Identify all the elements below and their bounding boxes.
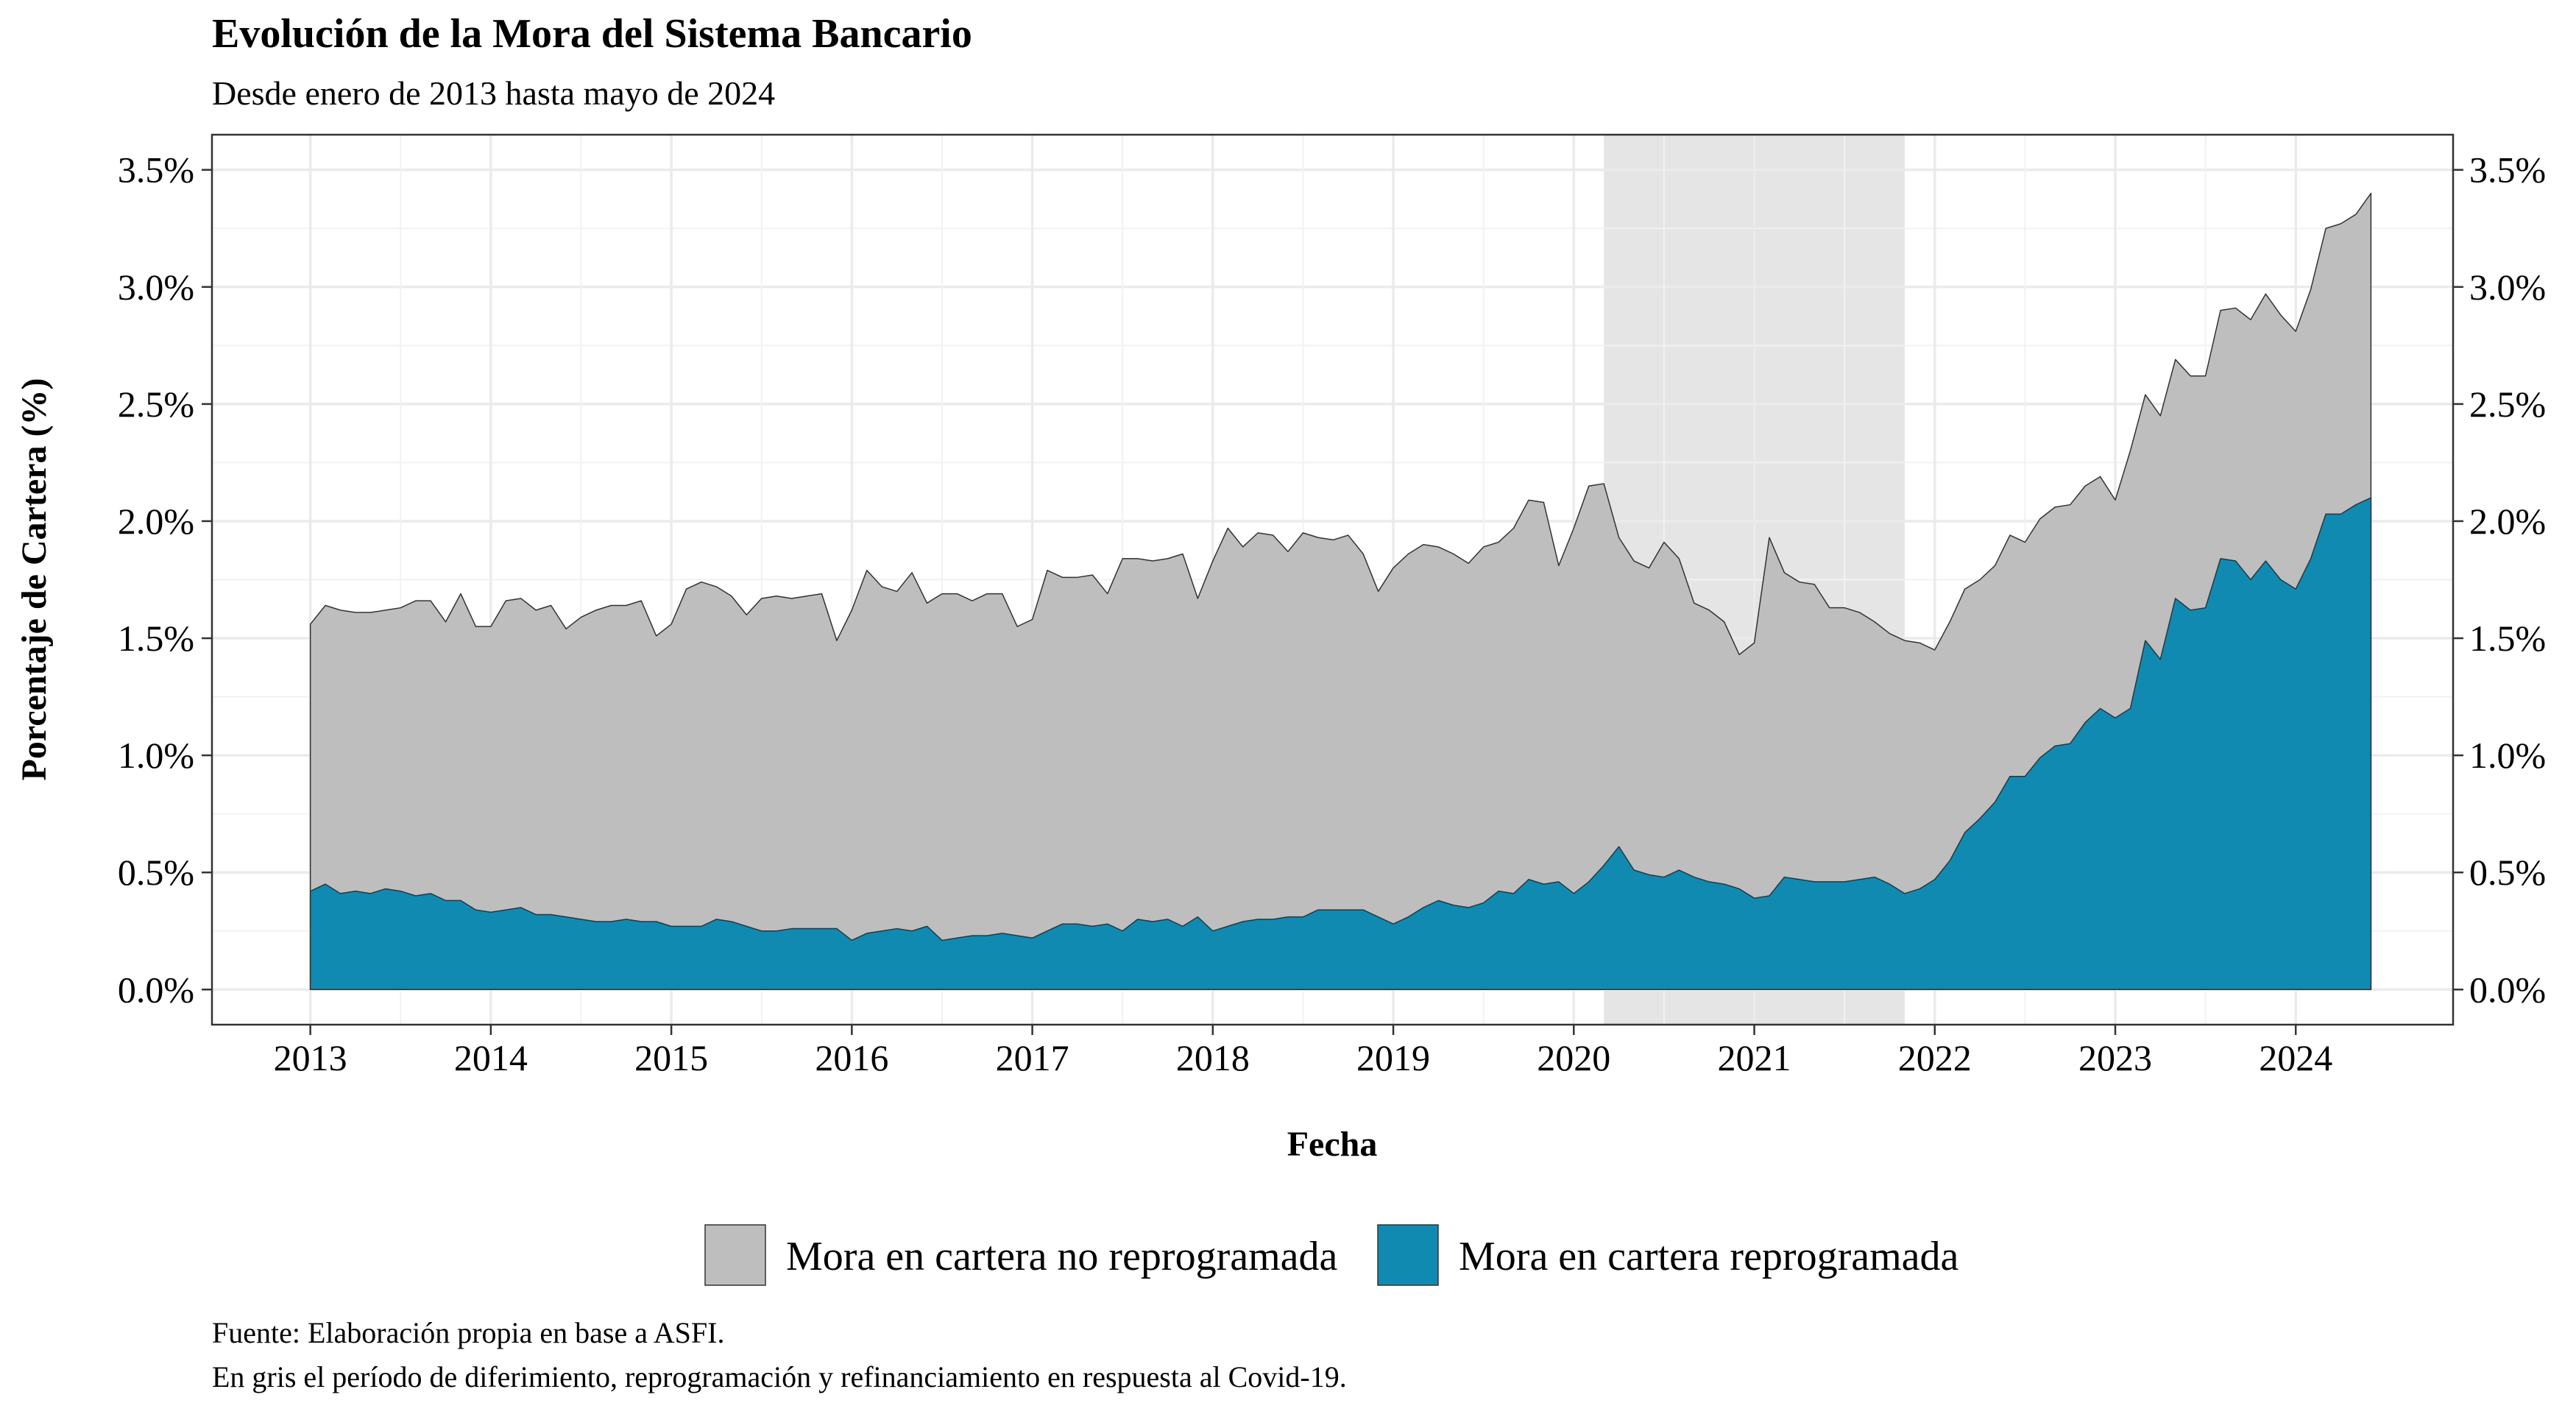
x-tick-label: 2015 [634, 1037, 708, 1078]
y-tick-label: 0.0% [118, 969, 194, 1010]
y-tick-label: 1.5% [118, 618, 194, 659]
y2-tick-label: 0.0% [2469, 969, 2546, 1010]
y2-tick-label: 2.0% [2469, 501, 2546, 542]
legend: Mora en cartera no reprogramada Mora en … [704, 1224, 1959, 1286]
axes: 0.0% 0.0% 0.5% 0.5% 1.0% 1.0% 1.5% 1.5% 2.0% 2.0%… [118, 149, 2546, 1078]
legend-label-reprogramada: Mora en cartera reprogramada [1459, 1234, 1959, 1279]
legend-key-no-reprogramada [704, 1224, 766, 1286]
x-axis-title: Fecha [1287, 1125, 1378, 1164]
x-tick-label: 2023 [2078, 1037, 2152, 1078]
y2-tick-label: 0.5% [2469, 852, 2546, 893]
x-tick-label: 2016 [815, 1037, 888, 1078]
y-tick-label: 3.0% [118, 266, 194, 308]
x-tick-label: 2024 [2259, 1037, 2332, 1078]
x-tick-label: 2022 [1898, 1037, 1972, 1078]
legend-key-reprogramada [1377, 1224, 1439, 1286]
x-tick-label: 2017 [996, 1037, 1069, 1078]
y2-tick-label: 2.5% [2469, 384, 2546, 425]
y-axis-title: Porcentaje de Cartera (%) [15, 378, 54, 781]
y-tick-label: 1.0% [118, 735, 194, 776]
y-tick-label: 0.5% [118, 852, 194, 893]
y2-tick-label: 3.0% [2469, 266, 2546, 308]
caption-source: Fuente: Elaboración propia en base a ASF… [212, 1316, 724, 1349]
caption-note: En gris el período de diferimiento, repr… [212, 1360, 1347, 1393]
y-tick-label: 2.5% [118, 384, 194, 425]
x-tick-label: 2021 [1718, 1037, 1791, 1078]
chart-title: Evolución de la Mora del Sistema Bancari… [212, 11, 972, 57]
legend-label-no-reprogramada: Mora en cartera no reprogramada [786, 1234, 1338, 1279]
y2-tick-label: 1.0% [2469, 735, 2546, 776]
area-layer [309, 192, 2372, 991]
y-tick-label: 2.0% [118, 501, 194, 542]
x-tick-label: 2019 [1356, 1037, 1430, 1078]
y2-tick-label: 1.5% [2469, 618, 2546, 659]
area-mora-no-reprogramada [309, 192, 2372, 991]
x-tick-label: 2014 [454, 1037, 528, 1078]
x-tick-label: 2013 [274, 1037, 347, 1078]
area-mora-reprogramada [309, 497, 2372, 991]
y2-tick-label: 3.5% [2469, 149, 2546, 191]
x-tick-label: 2018 [1176, 1037, 1250, 1078]
x-tick-label: 2020 [1537, 1037, 1610, 1078]
chart-subtitle: Desde enero de 2013 hasta mayo de 2024 [212, 74, 775, 112]
y-tick-label: 3.5% [118, 149, 194, 191]
plot-border [210, 133, 2455, 1026]
